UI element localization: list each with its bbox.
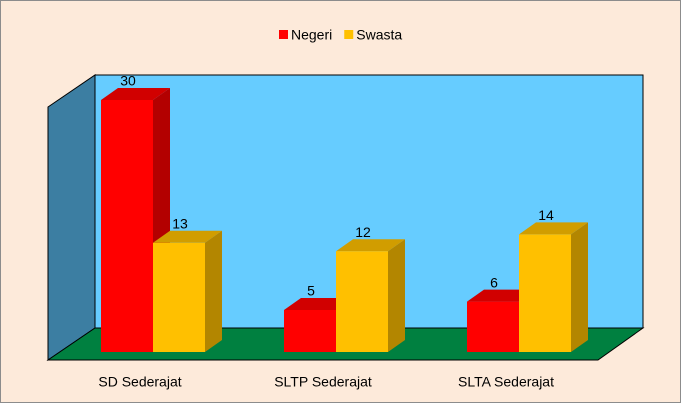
bar-top <box>336 239 405 252</box>
bar <box>336 239 405 352</box>
legend-swatch <box>344 30 354 39</box>
value-label: 12 <box>355 224 371 240</box>
bar-top <box>101 88 170 100</box>
bar-front <box>336 251 388 352</box>
bar-top <box>467 289 536 302</box>
x-tick-label: SLTA Sederajat <box>458 374 554 390</box>
x-tick-label: SLTP Sederajat <box>274 374 372 390</box>
bar-top <box>519 222 588 235</box>
bar-front <box>284 310 336 352</box>
side-wall <box>47 74 96 361</box>
bar <box>519 222 588 352</box>
bar-front <box>467 301 519 352</box>
bar-front <box>519 234 571 352</box>
x-tick-label: SD Sederajat <box>98 374 181 390</box>
value-label: 14 <box>538 207 554 223</box>
value-label: 6 <box>490 274 498 290</box>
bar-top <box>284 298 353 310</box>
bar-front <box>101 100 153 352</box>
value-label: 5 <box>307 283 315 299</box>
legend-swatch <box>279 30 288 39</box>
bar-side <box>205 230 222 352</box>
value-label: 30 <box>120 73 136 89</box>
bar-side <box>388 239 405 352</box>
value-label: 13 <box>172 216 188 232</box>
legend-label: Swasta <box>356 27 402 43</box>
bar <box>153 230 222 352</box>
legend-label: Negeri <box>291 27 332 43</box>
bar-front <box>153 242 205 352</box>
bar-side <box>571 222 588 352</box>
bar-top <box>153 230 222 243</box>
legend: Negeri Swasta <box>279 27 402 43</box>
